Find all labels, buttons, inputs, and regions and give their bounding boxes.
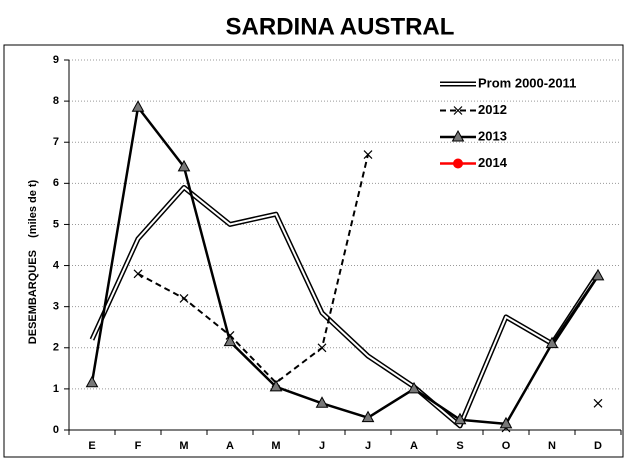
y-tick-label: 2 (53, 342, 59, 354)
marker (317, 343, 327, 353)
chart-border (3, 44, 624, 458)
marker (133, 269, 143, 279)
x-tick-label: A (410, 440, 418, 452)
y-tick-label: 3 (53, 301, 59, 313)
marker (453, 412, 467, 425)
marker (269, 379, 283, 392)
x-tick-label: N (548, 440, 556, 452)
chart-title: SARDINA AUSTRAL (226, 13, 455, 40)
legend-label: 2013 (478, 128, 507, 143)
marker (361, 410, 375, 423)
line-series (90, 106, 600, 426)
x-tick-label: M (179, 440, 188, 452)
x-tick-label: E (88, 440, 95, 452)
marker (363, 150, 373, 159)
x-tick-label: S (456, 440, 463, 452)
x-tick-label: M (271, 440, 280, 452)
marker (179, 294, 189, 303)
y-tick-label: 5 (53, 218, 59, 230)
x-tick-label: J (319, 440, 325, 452)
x-tick-label: A (226, 440, 234, 452)
marker (315, 396, 329, 408)
marker (223, 334, 237, 347)
line-series-inner (91, 186, 599, 427)
marker (407, 381, 421, 394)
marker (591, 268, 605, 281)
x-tick-label: F (135, 440, 142, 452)
y-tick-label: 9 (53, 54, 59, 66)
legend-label: 2014 (478, 155, 508, 170)
y-tick-label: 7 (53, 136, 59, 148)
marker (593, 398, 603, 408)
marker (453, 106, 463, 115)
marker (453, 158, 463, 169)
y-tick-label: 0 (53, 424, 59, 436)
y-tick-label: 4 (53, 259, 60, 271)
legend-label: Prom 2000-2011 (478, 75, 576, 90)
x-tick-label: O (502, 440, 511, 452)
x-tick-label: J (365, 440, 371, 452)
marker (545, 336, 559, 349)
y-tick-label: 6 (53, 177, 59, 189)
marker (177, 159, 191, 172)
marker (131, 100, 145, 112)
marker (451, 129, 465, 142)
legend-label: 2012 (478, 102, 507, 117)
marker (499, 416, 513, 429)
y-axis-label: DESEMBARQUES (miles de t) (27, 179, 39, 344)
y-tick-label: 1 (53, 383, 59, 395)
y-tick-label: 8 (53, 95, 59, 107)
marker (85, 375, 99, 388)
x-tick-label: D (594, 440, 602, 452)
